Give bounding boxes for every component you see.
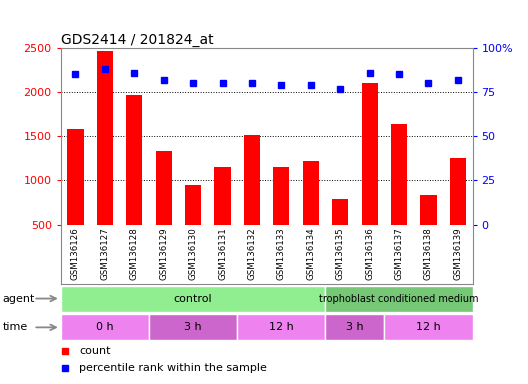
Text: GSM136130: GSM136130 xyxy=(188,228,197,280)
Text: 12 h: 12 h xyxy=(269,322,294,333)
Text: GSM136132: GSM136132 xyxy=(248,228,257,280)
Text: agent: agent xyxy=(3,293,35,304)
Text: GSM136126: GSM136126 xyxy=(71,228,80,280)
Bar xyxy=(391,124,407,225)
Text: GSM136131: GSM136131 xyxy=(218,228,227,280)
Bar xyxy=(325,286,473,311)
Bar xyxy=(325,314,384,340)
Text: GSM136127: GSM136127 xyxy=(100,228,109,280)
Bar xyxy=(61,286,325,311)
Text: count: count xyxy=(79,346,111,356)
Bar xyxy=(61,314,149,340)
Bar xyxy=(97,51,113,225)
Bar xyxy=(420,195,437,225)
Bar xyxy=(237,314,325,340)
Bar xyxy=(156,151,172,225)
Bar xyxy=(68,129,83,225)
Text: trophoblast conditioned medium: trophoblast conditioned medium xyxy=(319,293,479,304)
Bar xyxy=(214,167,231,225)
Text: GSM136136: GSM136136 xyxy=(365,228,374,280)
Bar xyxy=(149,314,237,340)
Text: GSM136129: GSM136129 xyxy=(159,228,168,280)
Text: GDS2414 / 201824_at: GDS2414 / 201824_at xyxy=(61,33,213,46)
Bar xyxy=(450,157,466,225)
Text: GSM136134: GSM136134 xyxy=(306,228,315,280)
Text: GSM136138: GSM136138 xyxy=(424,228,433,280)
Bar xyxy=(244,134,260,225)
Bar xyxy=(185,185,201,225)
Text: time: time xyxy=(3,322,28,333)
Text: GSM136135: GSM136135 xyxy=(336,228,345,280)
Bar xyxy=(303,161,319,225)
Text: control: control xyxy=(174,293,212,304)
Text: percentile rank within the sample: percentile rank within the sample xyxy=(79,362,267,373)
Text: GSM136133: GSM136133 xyxy=(277,228,286,280)
Text: GSM136128: GSM136128 xyxy=(130,228,139,280)
Text: 3 h: 3 h xyxy=(184,322,202,333)
Bar xyxy=(384,314,473,340)
Text: GSM136137: GSM136137 xyxy=(394,228,403,280)
Bar xyxy=(274,167,289,225)
Text: GSM136139: GSM136139 xyxy=(454,228,463,280)
Text: 12 h: 12 h xyxy=(416,322,441,333)
Bar xyxy=(362,83,378,225)
Bar xyxy=(332,199,348,225)
Text: 3 h: 3 h xyxy=(346,322,364,333)
Bar xyxy=(126,95,143,225)
Text: 0 h: 0 h xyxy=(96,322,114,333)
